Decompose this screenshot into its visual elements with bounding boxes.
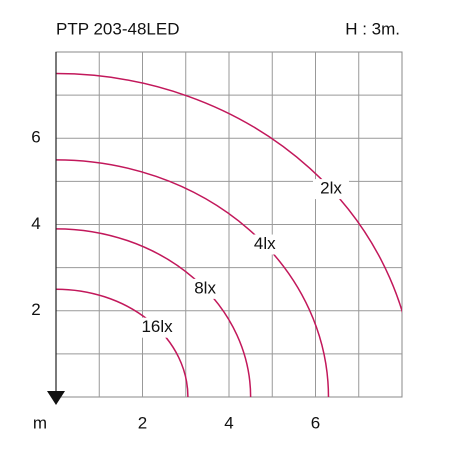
label-background xyxy=(139,317,176,338)
label-background xyxy=(312,179,349,200)
curve-label: 8lx xyxy=(194,278,216,297)
curve-label: 4lx xyxy=(254,234,276,253)
grid xyxy=(56,52,402,397)
x-tick-label: 4 xyxy=(224,413,233,432)
label-background xyxy=(246,234,283,255)
origin-marker xyxy=(47,391,65,405)
curve-label: 2lx xyxy=(320,179,342,198)
subtitle: H : 3m. xyxy=(345,19,400,38)
y-tick-label: 2 xyxy=(31,300,40,319)
label-background xyxy=(187,278,224,299)
isolux-curve xyxy=(56,288,189,397)
x-tick-label: 6 xyxy=(311,413,320,432)
labels: 2lx 4lx 8lx 16lx xyxy=(139,179,349,338)
chart-title: PTP 203-48LED xyxy=(56,19,179,38)
x-tick-label: 2 xyxy=(138,413,147,432)
y-tick-label: 6 xyxy=(31,128,40,147)
isolux-curve xyxy=(56,228,252,397)
curve-label: 16lx xyxy=(141,317,173,336)
curves xyxy=(56,72,402,397)
isolux-curve xyxy=(56,72,402,314)
x-axis-label: m xyxy=(33,413,47,432)
y-tick-label: 4 xyxy=(31,214,40,233)
isolux-curve xyxy=(56,159,330,397)
